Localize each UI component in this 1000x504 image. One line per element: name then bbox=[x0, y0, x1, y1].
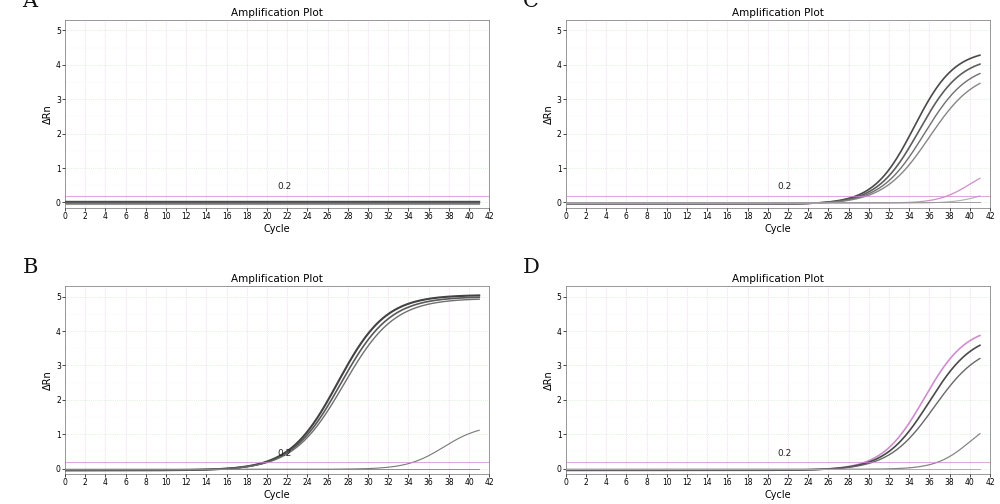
X-axis label: Cycle: Cycle bbox=[765, 224, 791, 233]
Title: Amplification Plot: Amplification Plot bbox=[732, 8, 824, 18]
X-axis label: Cycle: Cycle bbox=[765, 490, 791, 499]
Title: Amplification Plot: Amplification Plot bbox=[732, 274, 824, 284]
Text: C: C bbox=[523, 0, 539, 11]
Y-axis label: ΔRn: ΔRn bbox=[43, 370, 53, 390]
Y-axis label: ΔRn: ΔRn bbox=[544, 104, 554, 124]
Y-axis label: ΔRn: ΔRn bbox=[544, 370, 554, 390]
Text: B: B bbox=[23, 258, 38, 277]
Text: 0.2: 0.2 bbox=[778, 182, 792, 192]
X-axis label: Cycle: Cycle bbox=[264, 490, 290, 499]
Text: D: D bbox=[523, 258, 540, 277]
Text: 0.2: 0.2 bbox=[277, 449, 291, 458]
Text: 0.2: 0.2 bbox=[778, 449, 792, 458]
Y-axis label: ΔRn: ΔRn bbox=[43, 104, 53, 124]
X-axis label: Cycle: Cycle bbox=[264, 224, 290, 233]
Title: Amplification Plot: Amplification Plot bbox=[231, 274, 323, 284]
Text: 0.2: 0.2 bbox=[277, 182, 291, 192]
Title: Amplification Plot: Amplification Plot bbox=[231, 8, 323, 18]
Text: A: A bbox=[23, 0, 38, 11]
